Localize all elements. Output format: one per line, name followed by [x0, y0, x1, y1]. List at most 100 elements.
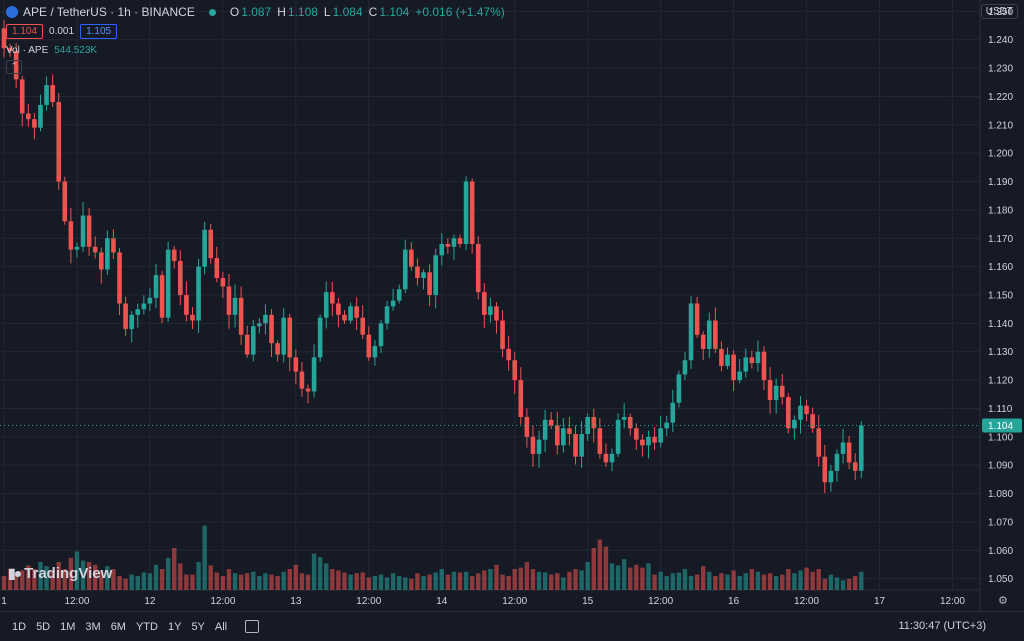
volume-bar	[853, 576, 858, 590]
candle-body	[196, 266, 201, 321]
candle-body	[250, 326, 256, 355]
volume-bar	[786, 569, 791, 590]
volume-bar	[451, 571, 457, 590]
volume-bar	[135, 576, 140, 590]
sell-price-button[interactable]: 1.104	[6, 23, 44, 39]
price-tick-label: 1.130	[988, 347, 1013, 358]
candle-body	[731, 354, 736, 381]
timeframe-5y[interactable]: 5Y	[191, 620, 205, 633]
volume-bar	[780, 574, 785, 590]
timeframe-1m[interactable]: 1M	[60, 620, 76, 633]
candle-body	[257, 323, 262, 327]
volume-bar	[694, 574, 700, 590]
date-range-calendar-icon[interactable]	[245, 620, 260, 633]
current-price-tag	[982, 418, 1022, 433]
volume-bar	[397, 576, 402, 590]
candle-body	[402, 249, 408, 290]
timeframe-1d[interactable]: 1D	[12, 620, 27, 633]
candle-body	[360, 317, 366, 335]
candle-body	[13, 51, 19, 80]
candle-body	[475, 243, 481, 293]
price-tick-label: 1.110	[988, 404, 1013, 415]
open-label: O	[229, 5, 240, 19]
volume-bar	[7, 569, 13, 590]
volume-bar	[561, 577, 566, 590]
currency-selector[interactable]: USDT	[980, 4, 1018, 19]
volume-bar	[634, 564, 639, 590]
volume-bar	[524, 562, 530, 590]
price-tick-label: 1.080	[988, 489, 1013, 500]
market-open-dot-icon	[208, 8, 216, 16]
volume-legend[interactable]: Vol · APE 544.523K	[6, 45, 97, 56]
timeframe-5d[interactable]: 5D	[36, 620, 51, 633]
volume-bar	[390, 573, 396, 590]
volume-bar	[488, 569, 493, 590]
spread-value: 0.001	[49, 25, 75, 37]
volume-bar	[701, 566, 706, 590]
candlestick-chart[interactable]: 1.250 1.240 1.230 1.220 1.210 1.200 1.190 1.180…	[0, 0, 1024, 611]
timeframe-1y[interactable]: 1Y	[167, 620, 182, 633]
volume-bar	[238, 574, 244, 590]
volume-bar	[299, 573, 305, 590]
current-price-label: 1.104	[988, 421, 1013, 432]
volume-bar	[275, 576, 280, 590]
candle-body	[798, 405, 803, 420]
volume-bar	[439, 569, 444, 590]
timeframe-ytd[interactable]: YTD	[135, 620, 158, 633]
volume-bar	[202, 525, 207, 590]
volume-bar	[384, 577, 390, 590]
pair-title[interactable]: APE / TetherUS · 1h · BINANCE	[23, 5, 195, 19]
clock-readout[interactable]: 11:30:47 (UTC+3)	[898, 620, 986, 632]
volume-bar	[542, 572, 548, 590]
candle-body	[713, 320, 718, 349]
candle-body	[725, 354, 730, 366]
candle-body	[694, 303, 700, 335]
collapse-chevron-icon[interactable]: ⌃	[6, 60, 22, 74]
candle-body	[220, 277, 226, 287]
volume-bar	[549, 574, 554, 590]
candle-body	[184, 295, 189, 315]
candle-body	[396, 289, 402, 301]
candle-body	[244, 334, 250, 355]
candle-body	[773, 385, 779, 400]
timeframe-3m[interactable]: 3M	[85, 620, 101, 633]
candle-body	[749, 357, 755, 364]
candle-body	[792, 419, 797, 429]
volume-bar	[664, 576, 669, 590]
volume-bar	[141, 572, 147, 590]
volume-bar	[62, 569, 67, 590]
candle-body	[676, 374, 682, 403]
buy-price-button[interactable]: 1.105	[80, 23, 118, 39]
candle-body	[378, 323, 384, 347]
time-tick-label: 12	[144, 596, 156, 607]
axis-settings-gear-icon[interactable]: ⚙	[998, 595, 1008, 607]
candle-body	[567, 428, 572, 434]
candle-body	[603, 453, 609, 463]
time-tick-label: 16	[728, 596, 740, 607]
candle-body	[135, 309, 141, 315]
volume-bar	[214, 572, 219, 590]
price-tick-label: 1.190	[988, 177, 1013, 188]
volume-bar	[196, 562, 201, 590]
volume-bar	[324, 563, 329, 590]
candle-body	[786, 397, 791, 429]
volume-bar	[755, 571, 761, 590]
volume-bar	[336, 570, 341, 590]
candle-body	[688, 303, 694, 361]
candle-body	[822, 456, 828, 483]
candle-body	[38, 104, 43, 128]
volume-bar	[433, 572, 438, 590]
candle-body	[767, 380, 773, 400]
volume-bar	[13, 574, 19, 590]
volume-bar	[476, 573, 481, 590]
volume-bar	[281, 571, 286, 590]
time-tick-label: 17	[874, 596, 886, 607]
timeframe-all[interactable]: All	[214, 620, 228, 633]
candle-body	[554, 425, 560, 446]
volume-bar	[506, 576, 511, 590]
candle-body	[226, 286, 232, 315]
volume-bar	[372, 576, 378, 590]
candle-body	[202, 229, 207, 267]
time-tick-label: 12:00	[210, 596, 235, 607]
timeframe-6m[interactable]: 6M	[110, 620, 126, 633]
